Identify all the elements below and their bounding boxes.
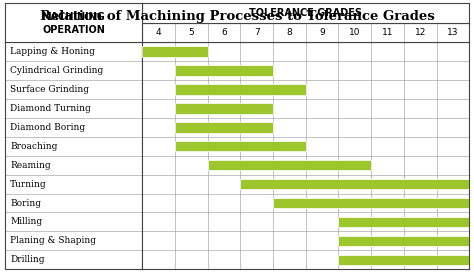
Text: Diamond Turning: Diamond Turning — [10, 104, 91, 113]
Text: 11: 11 — [382, 28, 393, 37]
Text: 13: 13 — [447, 28, 459, 37]
Bar — [338, 255, 469, 265]
Bar — [208, 160, 371, 170]
Text: Drilling: Drilling — [10, 255, 45, 264]
Text: Surface Grinding: Surface Grinding — [10, 85, 89, 94]
Text: Planing & Shaping: Planing & Shaping — [10, 236, 96, 245]
Text: 7: 7 — [254, 28, 260, 37]
Text: TOLERANCE GRADES: TOLERANCE GRADES — [249, 8, 362, 18]
Bar — [273, 198, 469, 208]
Text: Boring: Boring — [10, 199, 41, 208]
Text: Turning: Turning — [10, 180, 47, 188]
Text: Milling: Milling — [10, 217, 42, 227]
Text: 8: 8 — [286, 28, 292, 37]
Bar — [240, 179, 469, 189]
Text: 9: 9 — [319, 28, 325, 37]
Text: 6: 6 — [221, 28, 227, 37]
Text: Cylindrical Grinding: Cylindrical Grinding — [10, 66, 103, 75]
Text: Reaming: Reaming — [10, 161, 51, 170]
Text: OPERATION: OPERATION — [42, 25, 105, 35]
Bar — [338, 217, 469, 227]
Bar — [338, 236, 469, 246]
Text: 4: 4 — [156, 28, 161, 37]
Text: Lapping & Honing: Lapping & Honing — [10, 47, 95, 56]
Text: 12: 12 — [415, 28, 426, 37]
Text: 5: 5 — [188, 28, 194, 37]
Text: 10: 10 — [349, 28, 361, 37]
Text: Diamond Boring: Diamond Boring — [10, 123, 85, 132]
Bar — [175, 122, 273, 132]
Bar — [175, 141, 306, 152]
Bar — [175, 65, 273, 76]
Bar — [175, 103, 273, 114]
Text: MACHINING: MACHINING — [42, 11, 105, 21]
Text: Relation of Machining Processes to Tolerance Grades: Relation of Machining Processes to Toler… — [40, 10, 434, 23]
Bar — [175, 84, 306, 95]
Bar — [142, 47, 208, 57]
Text: Broaching: Broaching — [10, 142, 58, 151]
